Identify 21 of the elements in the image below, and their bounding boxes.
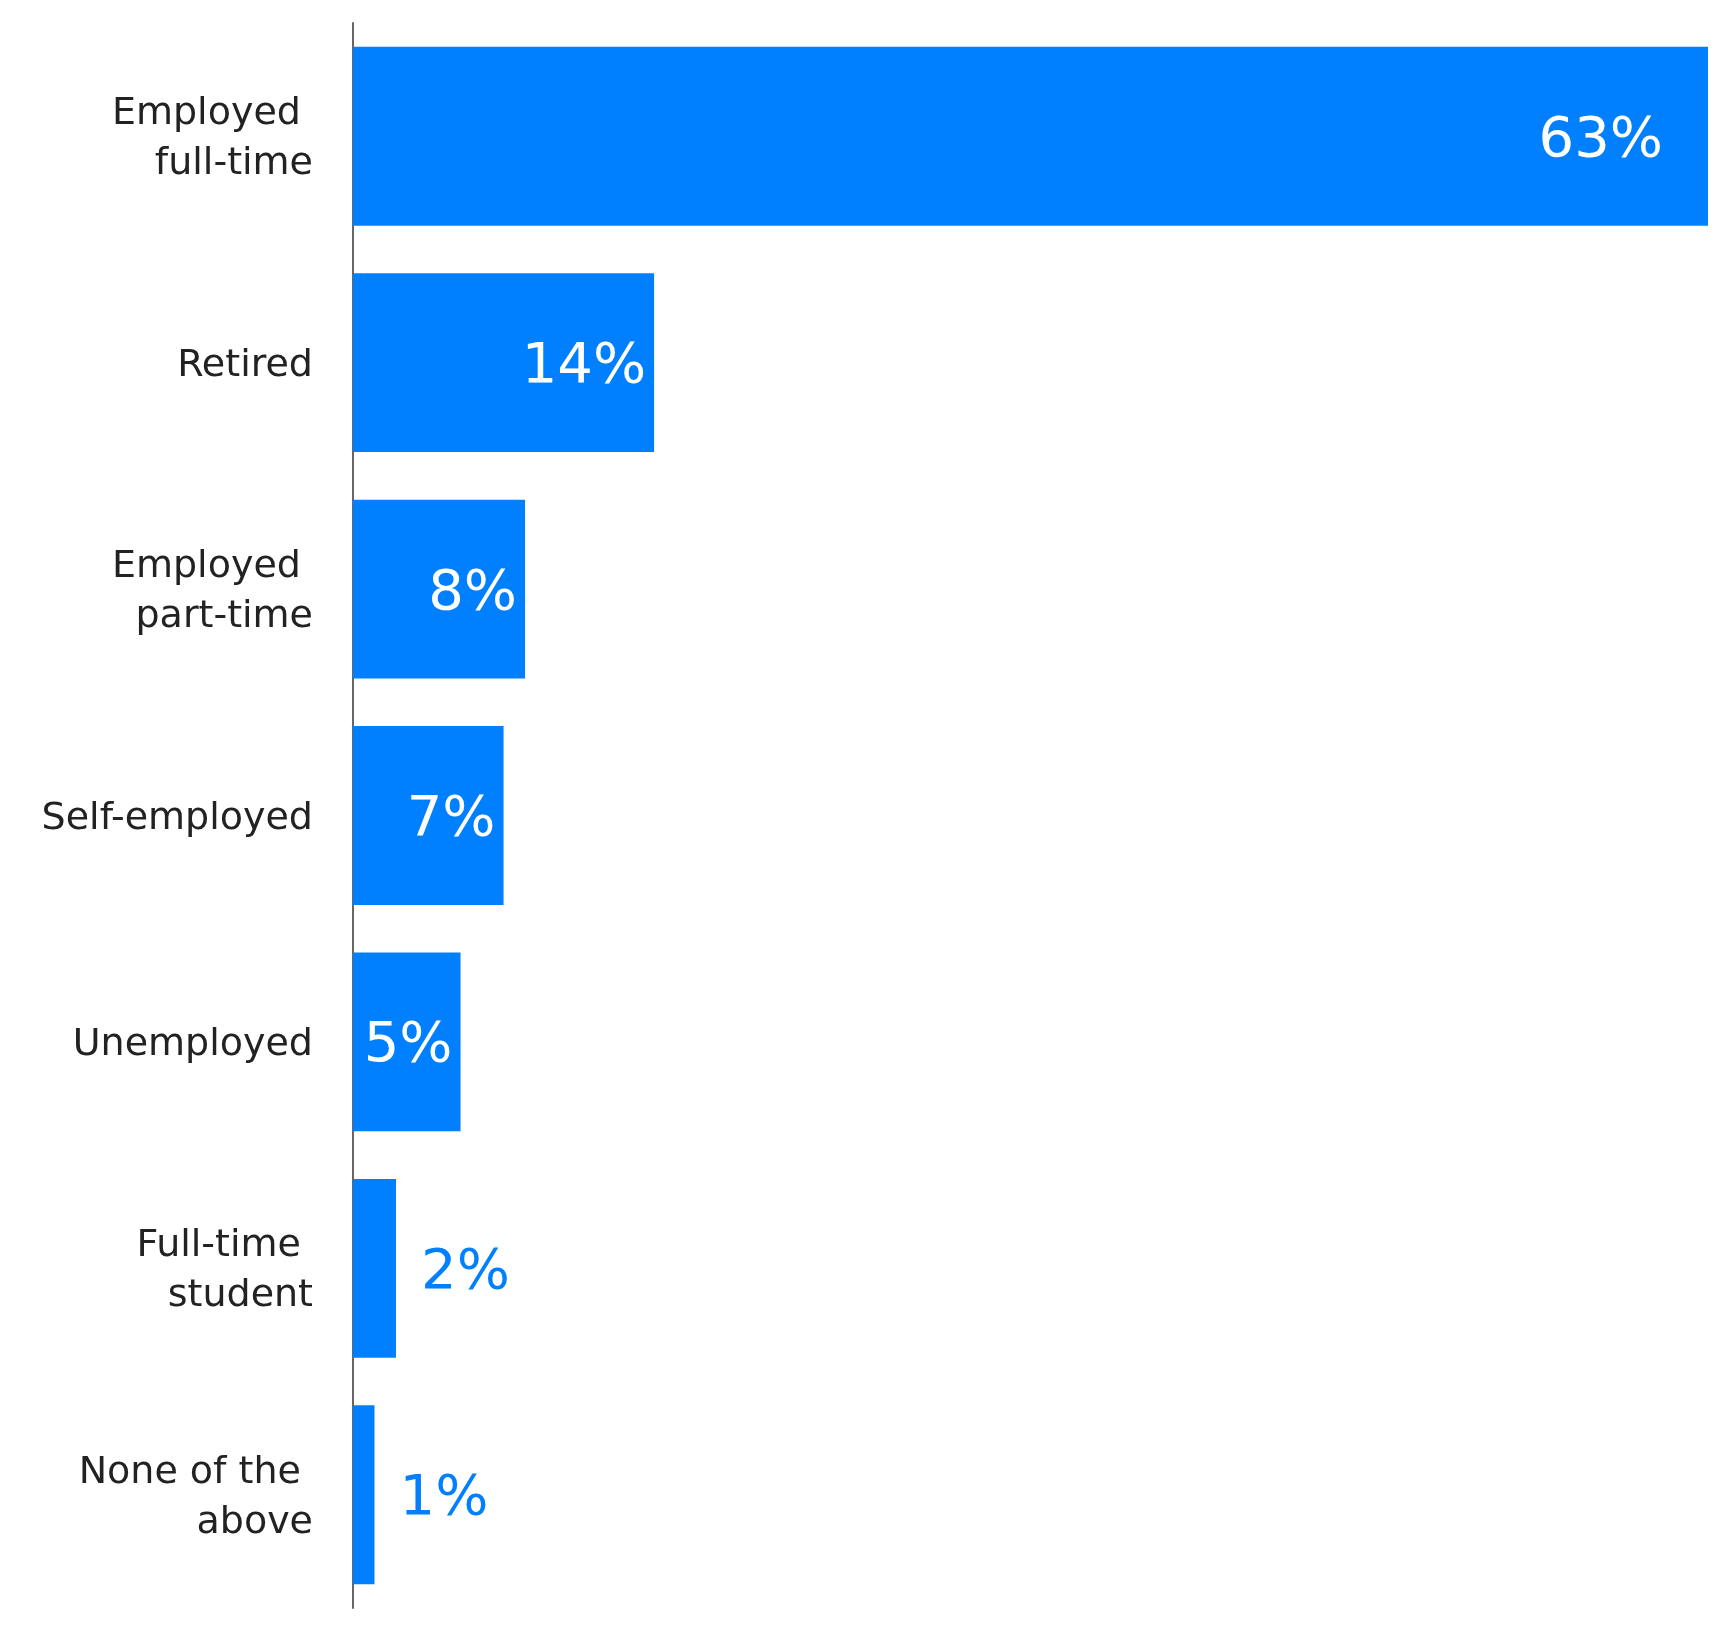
bar (353, 952, 461, 1132)
bar (353, 273, 655, 453)
data-label: 63% (1538, 103, 1663, 169)
data-label: 1% (399, 1462, 489, 1528)
data-label: 14% (521, 330, 647, 396)
y-tick-label: Unemployed (72, 1019, 313, 1064)
data-label: 8% (428, 556, 518, 622)
bar (353, 726, 504, 905)
data-label: 5% (363, 1009, 453, 1075)
y-tick-label: Retired (177, 340, 313, 385)
bar (353, 1178, 397, 1358)
bar (353, 46, 1708, 226)
y-tick-label: Employed part-time (111, 542, 313, 637)
data-label: 7% (406, 783, 496, 848)
bar (353, 1405, 375, 1585)
data-label: 2% (421, 1235, 510, 1301)
bar (353, 499, 526, 679)
y-tick-label: Self-employed (41, 793, 313, 838)
y-tick-label: Employed full-time (111, 89, 313, 184)
y-tick-label: Full-time student (136, 1221, 313, 1316)
y-tick-label: None of the above (78, 1447, 313, 1542)
